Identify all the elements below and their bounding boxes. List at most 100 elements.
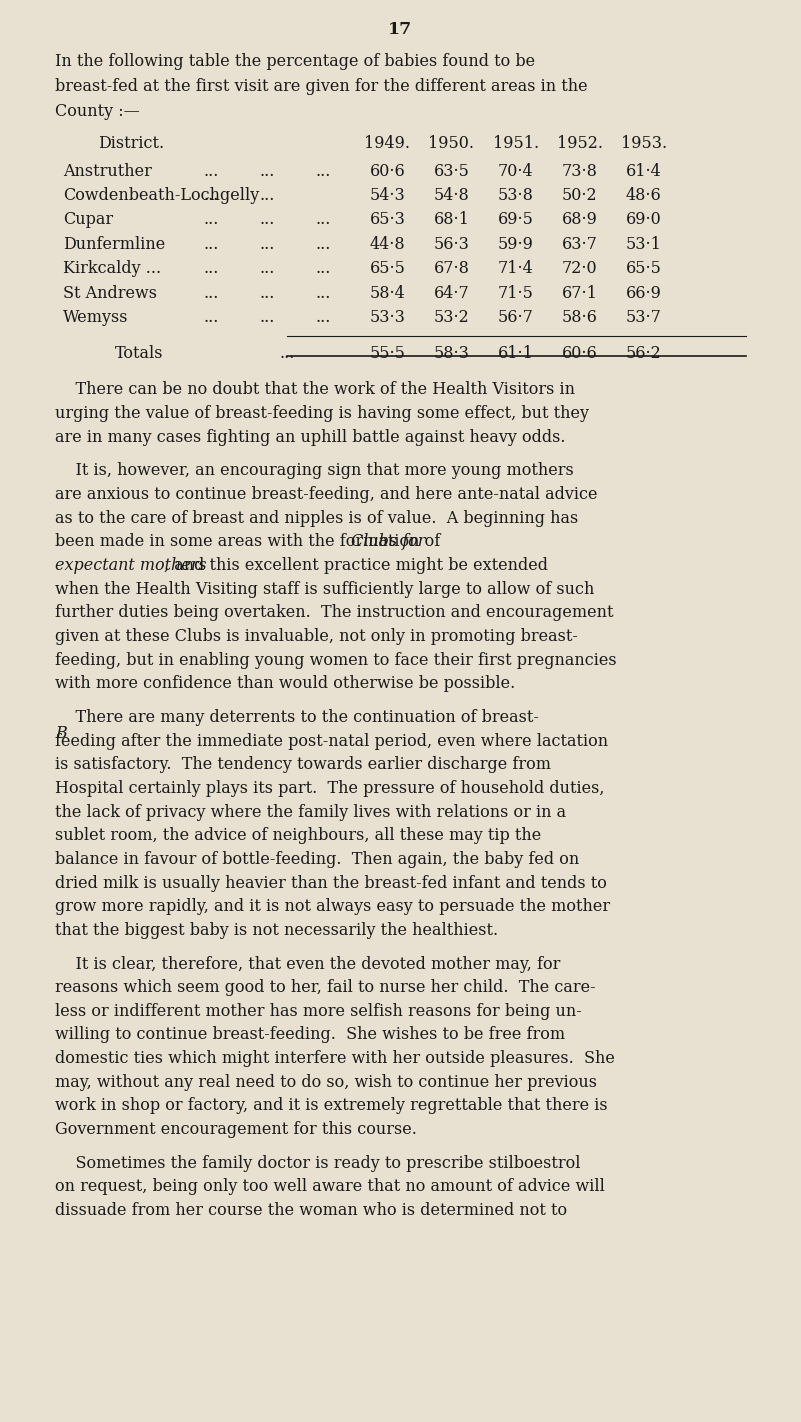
Text: Government encouragement for this course.: Government encouragement for this course… <box>55 1121 417 1138</box>
Text: 48·6: 48·6 <box>626 188 662 203</box>
Text: 63·5: 63·5 <box>433 162 469 179</box>
Text: 61·1: 61·1 <box>497 346 533 363</box>
Text: 55·5: 55·5 <box>369 346 405 363</box>
Text: ...: ... <box>203 188 219 203</box>
Text: ...: ... <box>316 236 331 253</box>
Text: ...: ... <box>260 212 275 229</box>
Text: 56·2: 56·2 <box>626 346 662 363</box>
Text: 50·2: 50·2 <box>562 188 598 203</box>
Text: are anxious to continue breast-feeding, and here ante-natal advice: are anxious to continue breast-feeding, … <box>55 486 598 503</box>
Text: less or indifferent mother has more selfish reasons for being un-: less or indifferent mother has more self… <box>55 1003 582 1020</box>
Text: urging the value of breast-feeding is having some effect, but they: urging the value of breast-feeding is ha… <box>55 405 589 422</box>
Text: ...: ... <box>203 309 219 326</box>
Text: Dunfermline: Dunfermline <box>63 236 165 253</box>
Text: 65·3: 65·3 <box>369 212 405 229</box>
Text: It is, however, an encouraging sign that more young mothers: It is, however, an encouraging sign that… <box>55 462 574 479</box>
Text: 1952.: 1952. <box>557 135 602 152</box>
Text: feeding, but in enabling young women to face their first pregnancies: feeding, but in enabling young women to … <box>55 651 617 668</box>
Text: St Andrews: St Andrews <box>63 284 157 301</box>
Text: is satisfactory.  The tendency towards earlier discharge from: is satisfactory. The tendency towards ea… <box>55 757 551 774</box>
Text: 69·5: 69·5 <box>497 212 533 229</box>
Text: ...: ... <box>260 260 275 277</box>
Text: 60·6: 60·6 <box>369 162 405 179</box>
Text: 65·5: 65·5 <box>369 260 405 277</box>
Text: expectant mothers: expectant mothers <box>55 557 207 574</box>
Text: 1950.: 1950. <box>429 135 474 152</box>
Text: 54·3: 54·3 <box>369 188 405 203</box>
Text: Totals: Totals <box>115 346 163 363</box>
Text: Anstruther: Anstruther <box>63 162 152 179</box>
Text: 60·6: 60·6 <box>562 346 598 363</box>
Text: 44·8: 44·8 <box>369 236 405 253</box>
Text: with more confidence than would otherwise be possible.: with more confidence than would otherwis… <box>55 675 515 693</box>
Text: It is clear, therefore, that even the devoted mother may, for: It is clear, therefore, that even the de… <box>55 956 561 973</box>
Text: 54·8: 54·8 <box>433 188 469 203</box>
Text: the lack of privacy where the family lives with relations or in a: the lack of privacy where the family liv… <box>55 803 566 820</box>
Text: District.: District. <box>98 135 164 152</box>
Text: ...: ... <box>203 284 219 301</box>
Text: Cowdenbeath-Lochgelly: Cowdenbeath-Lochgelly <box>63 188 260 203</box>
Text: 56·7: 56·7 <box>497 309 533 326</box>
Text: 71·4: 71·4 <box>497 260 533 277</box>
Text: County :—: County :— <box>55 102 139 119</box>
Text: Hospital certainly plays its part.  The pressure of household duties,: Hospital certainly plays its part. The p… <box>55 779 605 796</box>
Text: work in shop or factory, and it is extremely regrettable that there is: work in shop or factory, and it is extre… <box>55 1098 608 1115</box>
Text: 58·3: 58·3 <box>433 346 469 363</box>
Text: Cupar: Cupar <box>63 212 113 229</box>
Text: 56·3: 56·3 <box>433 236 469 253</box>
Text: 58·6: 58·6 <box>562 309 598 326</box>
Text: 68·1: 68·1 <box>433 212 469 229</box>
Text: on request, being only too well aware that no amount of advice will: on request, being only too well aware th… <box>55 1179 605 1196</box>
Text: 53·3: 53·3 <box>369 309 405 326</box>
Text: reasons which seem good to her, fail to nurse her child.  The care-: reasons which seem good to her, fail to … <box>55 980 596 997</box>
Text: 1949.: 1949. <box>364 135 410 152</box>
Text: 53·2: 53·2 <box>433 309 469 326</box>
Text: Kirkcaldy ...: Kirkcaldy ... <box>63 260 161 277</box>
Text: that the biggest baby is not necessarily the healthiest.: that the biggest baby is not necessarily… <box>55 921 498 939</box>
Text: ...: ... <box>203 212 219 229</box>
Text: ...: ... <box>260 309 275 326</box>
Text: ...: ... <box>203 162 219 179</box>
Text: In the following table the percentage of babies found to be: In the following table the percentage of… <box>55 53 535 70</box>
Text: Sometimes the family doctor is ready to prescribe stilboestrol: Sometimes the family doctor is ready to … <box>55 1155 581 1172</box>
Text: There can be no doubt that the work of the Health Visitors in: There can be no doubt that the work of t… <box>55 381 575 398</box>
Text: are in many cases fighting an uphill battle against heavy odds.: are in many cases fighting an uphill bat… <box>55 428 566 445</box>
Text: 61·4: 61·4 <box>626 162 662 179</box>
Text: been made in some areas with the formation of: been made in some areas with the formati… <box>55 533 445 550</box>
Text: ...: ... <box>260 284 275 301</box>
Text: ...: ... <box>316 212 331 229</box>
Text: 63·7: 63·7 <box>562 236 598 253</box>
Text: 65·5: 65·5 <box>626 260 662 277</box>
Text: 17: 17 <box>388 21 413 38</box>
Text: further duties being overtaken.  The instruction and encouragement: further duties being overtaken. The inst… <box>55 604 614 621</box>
Text: ...: ... <box>316 309 331 326</box>
Text: 72·0: 72·0 <box>562 260 598 277</box>
Text: feeding after the immediate post-natal period, even where lactation: feeding after the immediate post-natal p… <box>55 732 608 749</box>
Text: 68·9: 68·9 <box>562 212 598 229</box>
Text: as to the care of breast and nipples is of value.  A beginning has: as to the care of breast and nipples is … <box>55 509 578 526</box>
Text: B: B <box>55 725 66 742</box>
Text: breast-fed at the first visit are given for the different areas in the: breast-fed at the first visit are given … <box>55 78 588 95</box>
Text: 53·1: 53·1 <box>626 236 662 253</box>
Text: given at these Clubs is invaluable, not only in promoting breast-: given at these Clubs is invaluable, not … <box>55 629 578 646</box>
Text: grow more rapidly, and it is not always easy to persuade the mother: grow more rapidly, and it is not always … <box>55 899 610 916</box>
Text: ...: ... <box>260 162 275 179</box>
Text: 71·5: 71·5 <box>497 284 533 301</box>
Text: Wemyss: Wemyss <box>63 309 128 326</box>
Text: 53·7: 53·7 <box>626 309 662 326</box>
Text: 58·4: 58·4 <box>369 284 405 301</box>
Text: 64·7: 64·7 <box>433 284 469 301</box>
Text: 67·8: 67·8 <box>433 260 469 277</box>
Text: sublet room, the advice of neighbours, all these may tip the: sublet room, the advice of neighbours, a… <box>55 828 541 845</box>
Text: ...: ... <box>260 188 275 203</box>
Text: 59·9: 59·9 <box>497 236 533 253</box>
Text: dried milk is usually heavier than the breast-fed infant and tends to: dried milk is usually heavier than the b… <box>55 875 607 892</box>
Text: ...: ... <box>203 260 219 277</box>
Text: 73·8: 73·8 <box>562 162 598 179</box>
Text: Clubs for: Clubs for <box>352 533 425 550</box>
Text: , and this excellent practice might be extended: , and this excellent practice might be e… <box>164 557 549 574</box>
Text: 67·1: 67·1 <box>562 284 598 301</box>
Text: ...: ... <box>316 284 331 301</box>
Text: ...: ... <box>203 236 219 253</box>
Text: 69·0: 69·0 <box>626 212 662 229</box>
